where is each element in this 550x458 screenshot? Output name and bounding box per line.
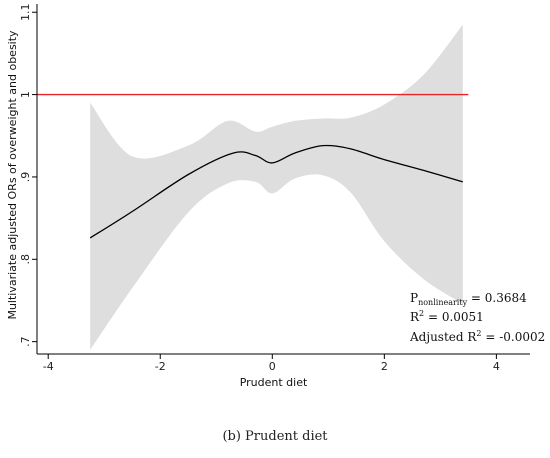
x-tick-label: 4 xyxy=(493,360,500,373)
figure-caption: (b) Prudent diet xyxy=(222,429,328,444)
y-tick-label: 1 xyxy=(19,91,32,98)
r2-annotation: R2 = 0.0051 xyxy=(410,309,484,324)
y-tick-label: .8 xyxy=(19,254,32,265)
confidence-band xyxy=(90,24,463,350)
x-tick-label: 2 xyxy=(381,360,388,373)
x-tick-label: -4 xyxy=(43,360,54,373)
y-tick-label: 1.1 xyxy=(19,3,32,21)
series-line-0 xyxy=(89,144,463,239)
chart: -4 -2 0 2 4 .7 .8 .9 1 1.1 Prudent diet Multivariat… xyxy=(6,3,545,389)
adjusted-r2-annotation: Adjusted R2 = -0.0002 xyxy=(409,329,545,344)
y-axis-title: Multivariate adjusted ORs of overweight … xyxy=(6,30,19,320)
p-nonlinearity-annotation: Pnonlinearity = 0.3684 xyxy=(410,291,527,307)
y-tick-label: .9 xyxy=(19,172,32,183)
x-tick-label: 0 xyxy=(269,360,276,373)
x-axis-title: Prudent diet xyxy=(240,376,308,389)
y-tick-label: .7 xyxy=(19,336,32,347)
x-tick-label: -2 xyxy=(155,360,166,373)
